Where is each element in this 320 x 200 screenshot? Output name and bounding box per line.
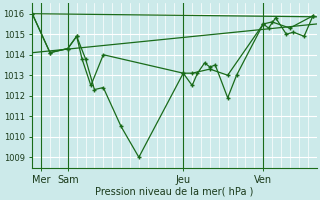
X-axis label: Pression niveau de la mer( hPa ): Pression niveau de la mer( hPa )	[95, 187, 253, 197]
